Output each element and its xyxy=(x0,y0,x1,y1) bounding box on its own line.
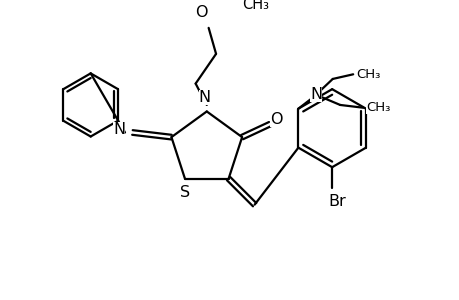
Text: O: O xyxy=(195,5,207,20)
Text: S: S xyxy=(179,185,190,200)
Text: Br: Br xyxy=(327,194,345,209)
Text: N: N xyxy=(309,87,321,102)
Text: N: N xyxy=(112,122,125,137)
Text: CH₃: CH₃ xyxy=(355,68,380,81)
Text: N: N xyxy=(198,90,211,105)
Text: O: O xyxy=(269,112,282,127)
Text: CH₃: CH₃ xyxy=(241,0,269,12)
Text: CH₃: CH₃ xyxy=(365,101,390,114)
